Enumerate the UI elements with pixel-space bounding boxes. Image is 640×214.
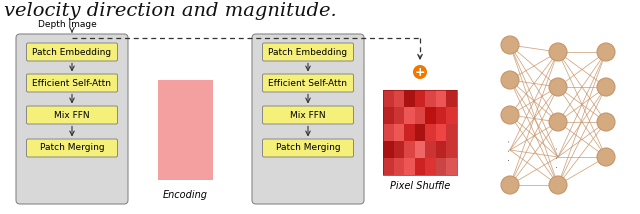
Circle shape <box>549 113 567 131</box>
Bar <box>415 141 426 158</box>
FancyBboxPatch shape <box>262 43 353 61</box>
Text: Efficient Self-Attn: Efficient Self-Attn <box>33 79 111 88</box>
Circle shape <box>501 176 519 194</box>
Bar <box>415 158 426 175</box>
FancyBboxPatch shape <box>26 139 118 157</box>
Bar <box>436 107 447 124</box>
Circle shape <box>597 148 615 166</box>
Text: Patch Merging: Patch Merging <box>40 144 104 153</box>
Bar <box>415 124 426 141</box>
Bar <box>394 141 404 158</box>
Bar <box>447 141 457 158</box>
Text: Pixel Shuffle: Pixel Shuffle <box>390 181 450 191</box>
Text: +: + <box>415 65 426 79</box>
Bar <box>383 90 394 107</box>
FancyBboxPatch shape <box>262 74 353 92</box>
Bar <box>404 90 415 107</box>
FancyBboxPatch shape <box>252 34 364 204</box>
Bar <box>426 158 436 175</box>
FancyBboxPatch shape <box>26 43 118 61</box>
Bar <box>383 107 394 124</box>
Bar <box>383 124 394 141</box>
Bar <box>394 124 404 141</box>
FancyBboxPatch shape <box>26 74 118 92</box>
Bar <box>415 90 426 107</box>
Text: Patch Merging: Patch Merging <box>276 144 340 153</box>
Bar <box>394 158 404 175</box>
Bar <box>383 158 394 175</box>
Circle shape <box>549 43 567 61</box>
Bar <box>157 80 212 180</box>
Bar <box>394 107 404 124</box>
FancyBboxPatch shape <box>262 139 353 157</box>
Bar <box>436 141 447 158</box>
Bar <box>447 158 457 175</box>
Bar <box>436 158 447 175</box>
Bar <box>447 107 457 124</box>
FancyBboxPatch shape <box>26 106 118 124</box>
Bar <box>404 141 415 158</box>
Circle shape <box>501 71 519 89</box>
Bar <box>415 107 426 124</box>
Text: velocity direction and magnitude.: velocity direction and magnitude. <box>4 2 337 20</box>
Bar <box>404 124 415 141</box>
Bar <box>436 124 447 141</box>
Text: ·  ·  ·: · · · <box>553 146 563 168</box>
Circle shape <box>549 78 567 96</box>
Text: Mix FFN: Mix FFN <box>290 110 326 119</box>
Bar <box>426 141 436 158</box>
Bar <box>447 90 457 107</box>
Bar <box>447 124 457 141</box>
Bar <box>426 90 436 107</box>
Circle shape <box>597 43 615 61</box>
Circle shape <box>501 36 519 54</box>
Text: Patch Embedding: Patch Embedding <box>33 48 111 56</box>
Text: ·  ·  ·: · · · <box>505 139 515 161</box>
Text: Efficient Self-Attn: Efficient Self-Attn <box>269 79 348 88</box>
Text: Mix FFN: Mix FFN <box>54 110 90 119</box>
Circle shape <box>597 78 615 96</box>
FancyBboxPatch shape <box>16 34 128 204</box>
Bar <box>383 90 457 175</box>
Bar <box>404 158 415 175</box>
Text: Patch Embedding: Patch Embedding <box>268 48 348 56</box>
Bar <box>426 124 436 141</box>
FancyBboxPatch shape <box>262 106 353 124</box>
Bar <box>404 107 415 124</box>
Circle shape <box>597 113 615 131</box>
Circle shape <box>501 106 519 124</box>
Text: Depth Image: Depth Image <box>38 19 97 28</box>
Bar <box>436 90 447 107</box>
Bar <box>383 141 394 158</box>
Circle shape <box>413 65 427 79</box>
Bar <box>394 90 404 107</box>
Bar <box>426 107 436 124</box>
Text: Encoding: Encoding <box>163 190 207 200</box>
Circle shape <box>549 176 567 194</box>
